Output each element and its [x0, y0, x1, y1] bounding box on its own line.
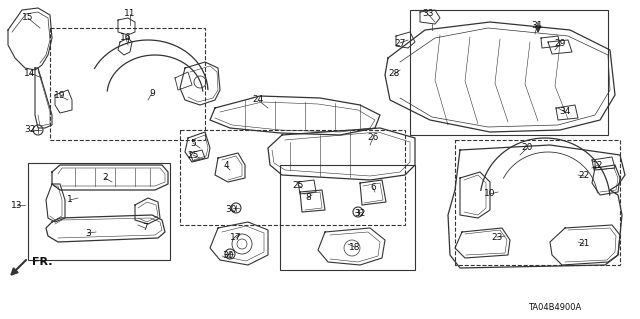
Text: TA04B4900A: TA04B4900A	[529, 303, 582, 313]
Text: 3: 3	[85, 228, 91, 238]
Text: 4: 4	[223, 161, 229, 170]
Text: 9: 9	[149, 88, 155, 98]
Text: 18: 18	[349, 242, 361, 251]
Bar	[455, 140, 620, 265]
Text: 6: 6	[370, 183, 376, 192]
Text: 27: 27	[394, 39, 406, 48]
Text: 30: 30	[225, 204, 237, 213]
Bar	[50, 28, 205, 140]
Text: 31: 31	[531, 21, 543, 31]
Text: 8: 8	[305, 194, 311, 203]
Text: 21: 21	[579, 240, 589, 249]
Text: 22: 22	[579, 172, 589, 181]
Text: 1: 1	[67, 196, 73, 204]
Text: 23: 23	[492, 233, 502, 241]
Text: FR.: FR.	[32, 257, 52, 267]
Text: 11: 11	[124, 10, 136, 19]
Text: 29: 29	[554, 40, 566, 48]
Text: 20: 20	[522, 144, 532, 152]
Text: 2: 2	[102, 174, 108, 182]
Text: 17: 17	[230, 234, 242, 242]
Bar	[410, 10, 608, 135]
Text: 7: 7	[142, 224, 148, 233]
Text: 15: 15	[22, 13, 34, 23]
Text: 10: 10	[484, 189, 496, 198]
Text: 16: 16	[120, 33, 132, 42]
Text: 33: 33	[422, 10, 434, 19]
Text: 25: 25	[292, 181, 304, 189]
Text: 34: 34	[559, 108, 571, 116]
Text: 32: 32	[355, 210, 365, 219]
Text: 24: 24	[252, 95, 264, 105]
Text: 28: 28	[388, 70, 400, 78]
Text: 13: 13	[12, 201, 23, 210]
Bar	[28, 163, 170, 260]
Text: 5: 5	[190, 138, 196, 147]
Text: 19: 19	[54, 92, 66, 100]
Bar	[180, 130, 405, 225]
Text: 30: 30	[222, 250, 234, 259]
Bar	[280, 165, 415, 270]
Text: 25: 25	[188, 151, 198, 160]
Text: 14: 14	[24, 69, 36, 78]
Text: 26: 26	[367, 133, 379, 143]
Text: 32: 32	[24, 125, 36, 135]
Text: 12: 12	[592, 160, 604, 169]
